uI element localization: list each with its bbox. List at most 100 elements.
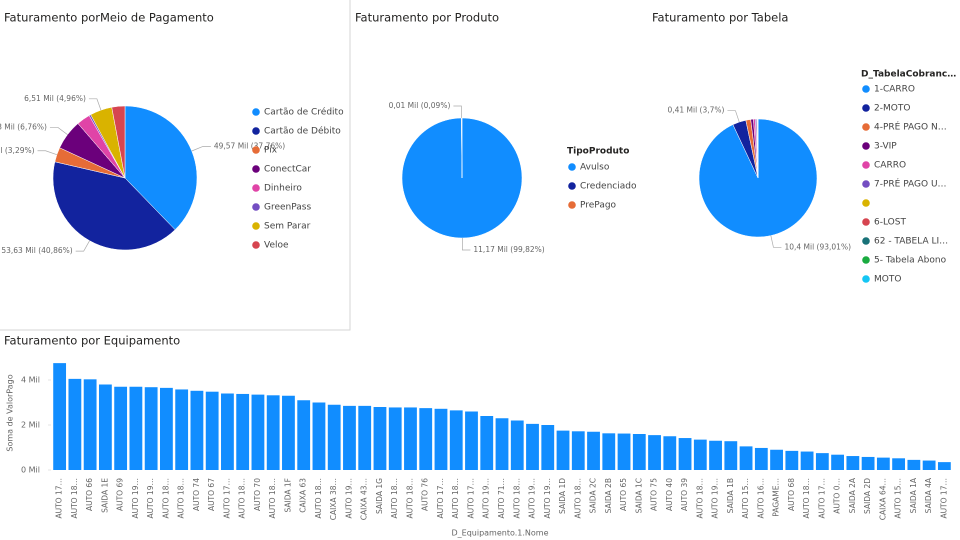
bar bbox=[617, 433, 631, 470]
bar bbox=[404, 407, 417, 470]
x-tick-label: SAIDA 1A bbox=[909, 477, 918, 513]
data-label: 53,63 Mil (40,86%) bbox=[1, 246, 72, 255]
legend-label: ConectCar bbox=[264, 165, 311, 175]
legend-label: Cartão de Débito bbox=[264, 126, 341, 137]
x-tick-label: AUTO 69 bbox=[116, 478, 125, 511]
x-tick-label: AUTO 18… bbox=[70, 478, 79, 519]
bar bbox=[236, 393, 250, 470]
bar bbox=[602, 433, 616, 470]
bar bbox=[785, 450, 799, 470]
x-tick-label: AUTO 18… bbox=[573, 478, 582, 519]
x-tick-label: SAIDA 2D bbox=[863, 478, 872, 514]
leader-line bbox=[191, 146, 211, 152]
x-tick-label: CAIXA 64… bbox=[878, 478, 887, 520]
legend-title: TipoProduto bbox=[567, 147, 629, 157]
x-tick-label: SAIDA 2C bbox=[589, 478, 598, 513]
leader-line bbox=[37, 150, 58, 155]
bar bbox=[556, 430, 570, 470]
legend-label: 2-MOTO bbox=[874, 104, 910, 114]
bar bbox=[388, 407, 402, 470]
data-label: 0,41 Mil (3,7%) bbox=[667, 106, 724, 115]
x-tick-label: AUTO 0… bbox=[833, 478, 842, 514]
legend-label: 7-PRÉ PAGO U… bbox=[874, 178, 947, 190]
x-tick-label: SAIDA 1B bbox=[726, 478, 735, 513]
legend-label: Veloe bbox=[264, 241, 289, 251]
legend-label: 6-LOST bbox=[874, 218, 906, 228]
leader-line bbox=[49, 127, 68, 135]
legend-marker bbox=[862, 275, 870, 283]
bar bbox=[83, 379, 97, 470]
x-axis-label: D_Equipamento.1.Nome bbox=[451, 529, 548, 538]
legend-label: 4-PRÉ PAGO N… bbox=[874, 121, 947, 133]
bar bbox=[205, 391, 219, 470]
legend-label: GreenPass bbox=[264, 203, 311, 213]
legend-label: Sem Parar bbox=[264, 222, 311, 232]
bar bbox=[449, 410, 463, 470]
x-tick-label: SAIDA 2B bbox=[604, 478, 613, 513]
bar bbox=[754, 447, 768, 470]
data-label: 4,32 Mil (3,29%) bbox=[0, 146, 35, 155]
bar bbox=[907, 459, 921, 470]
leader-line bbox=[75, 240, 90, 252]
bar bbox=[190, 390, 204, 470]
x-tick-label: SAIDA 4A bbox=[924, 477, 933, 513]
legend-marker bbox=[862, 218, 870, 226]
legend-label: CARRO bbox=[874, 161, 906, 171]
x-tick-label: SAIDA 1E bbox=[100, 478, 109, 513]
legend-marker bbox=[862, 237, 870, 245]
x-tick-label: AUTO 71… bbox=[497, 478, 506, 519]
x-tick-label: AUTO 17… bbox=[222, 478, 231, 519]
legend-marker bbox=[862, 180, 870, 188]
x-tick-label: SAIDA 1F bbox=[283, 478, 292, 513]
bar bbox=[770, 449, 783, 470]
x-tick-label: CAIXA 38… bbox=[329, 478, 338, 520]
legend-label: MOTO bbox=[874, 275, 901, 285]
legend-label: 3-VIP bbox=[874, 142, 897, 152]
pie-slice bbox=[124, 105, 198, 231]
x-tick-label: AUTO 18… bbox=[451, 478, 460, 519]
bar bbox=[724, 441, 738, 470]
bar bbox=[266, 395, 280, 470]
data-label: 49,57 Mil (37,76%) bbox=[214, 141, 285, 150]
bar bbox=[587, 431, 600, 470]
bar bbox=[648, 435, 661, 470]
bar bbox=[343, 405, 356, 470]
legend-marker bbox=[862, 256, 870, 264]
legend-marker bbox=[568, 163, 576, 171]
x-tick-label: AUTO 18… bbox=[512, 478, 521, 519]
x-tick-label: AUTO 70 bbox=[253, 478, 262, 511]
x-tick-label: AUTO 18… bbox=[268, 478, 277, 519]
leader-line bbox=[88, 98, 102, 111]
x-tick-label: AUTO 66 bbox=[85, 478, 94, 511]
legend-label: 5- Tabela Abono bbox=[874, 256, 947, 266]
bar bbox=[678, 438, 692, 470]
x-tick-label: AUTO 18… bbox=[802, 478, 811, 519]
legend-marker bbox=[252, 222, 260, 230]
data-label: 6,51 Mil (4,96%) bbox=[24, 94, 86, 103]
legend-label: 62 - TABELA LI… bbox=[874, 237, 948, 247]
legend-marker bbox=[252, 203, 260, 211]
bar bbox=[510, 420, 524, 470]
y-tick-label: 4 Mil bbox=[21, 376, 40, 385]
legend-label: PrePago bbox=[580, 201, 617, 211]
bar bbox=[892, 458, 906, 470]
leader-line bbox=[461, 237, 471, 251]
bar bbox=[114, 386, 128, 470]
x-tick-label: AUTO 68 bbox=[787, 478, 796, 511]
chart-title: Faturamento porMeio de Pagamento bbox=[4, 11, 214, 25]
x-tick-label: AUTO 19… bbox=[543, 478, 552, 519]
chart-title: Faturamento por Produto bbox=[355, 11, 499, 25]
bar bbox=[846, 456, 860, 470]
x-tick-label: AUTO 40 bbox=[665, 478, 674, 511]
legend-marker bbox=[252, 241, 260, 249]
x-tick-label: AUTO 74 bbox=[192, 478, 201, 511]
legend-marker bbox=[862, 161, 870, 169]
bar bbox=[632, 434, 646, 470]
bar bbox=[358, 405, 372, 470]
bar bbox=[53, 363, 67, 470]
bar bbox=[465, 411, 478, 470]
x-tick-label: PAGAME… bbox=[772, 478, 781, 517]
bar bbox=[327, 404, 341, 470]
bar bbox=[312, 402, 326, 470]
